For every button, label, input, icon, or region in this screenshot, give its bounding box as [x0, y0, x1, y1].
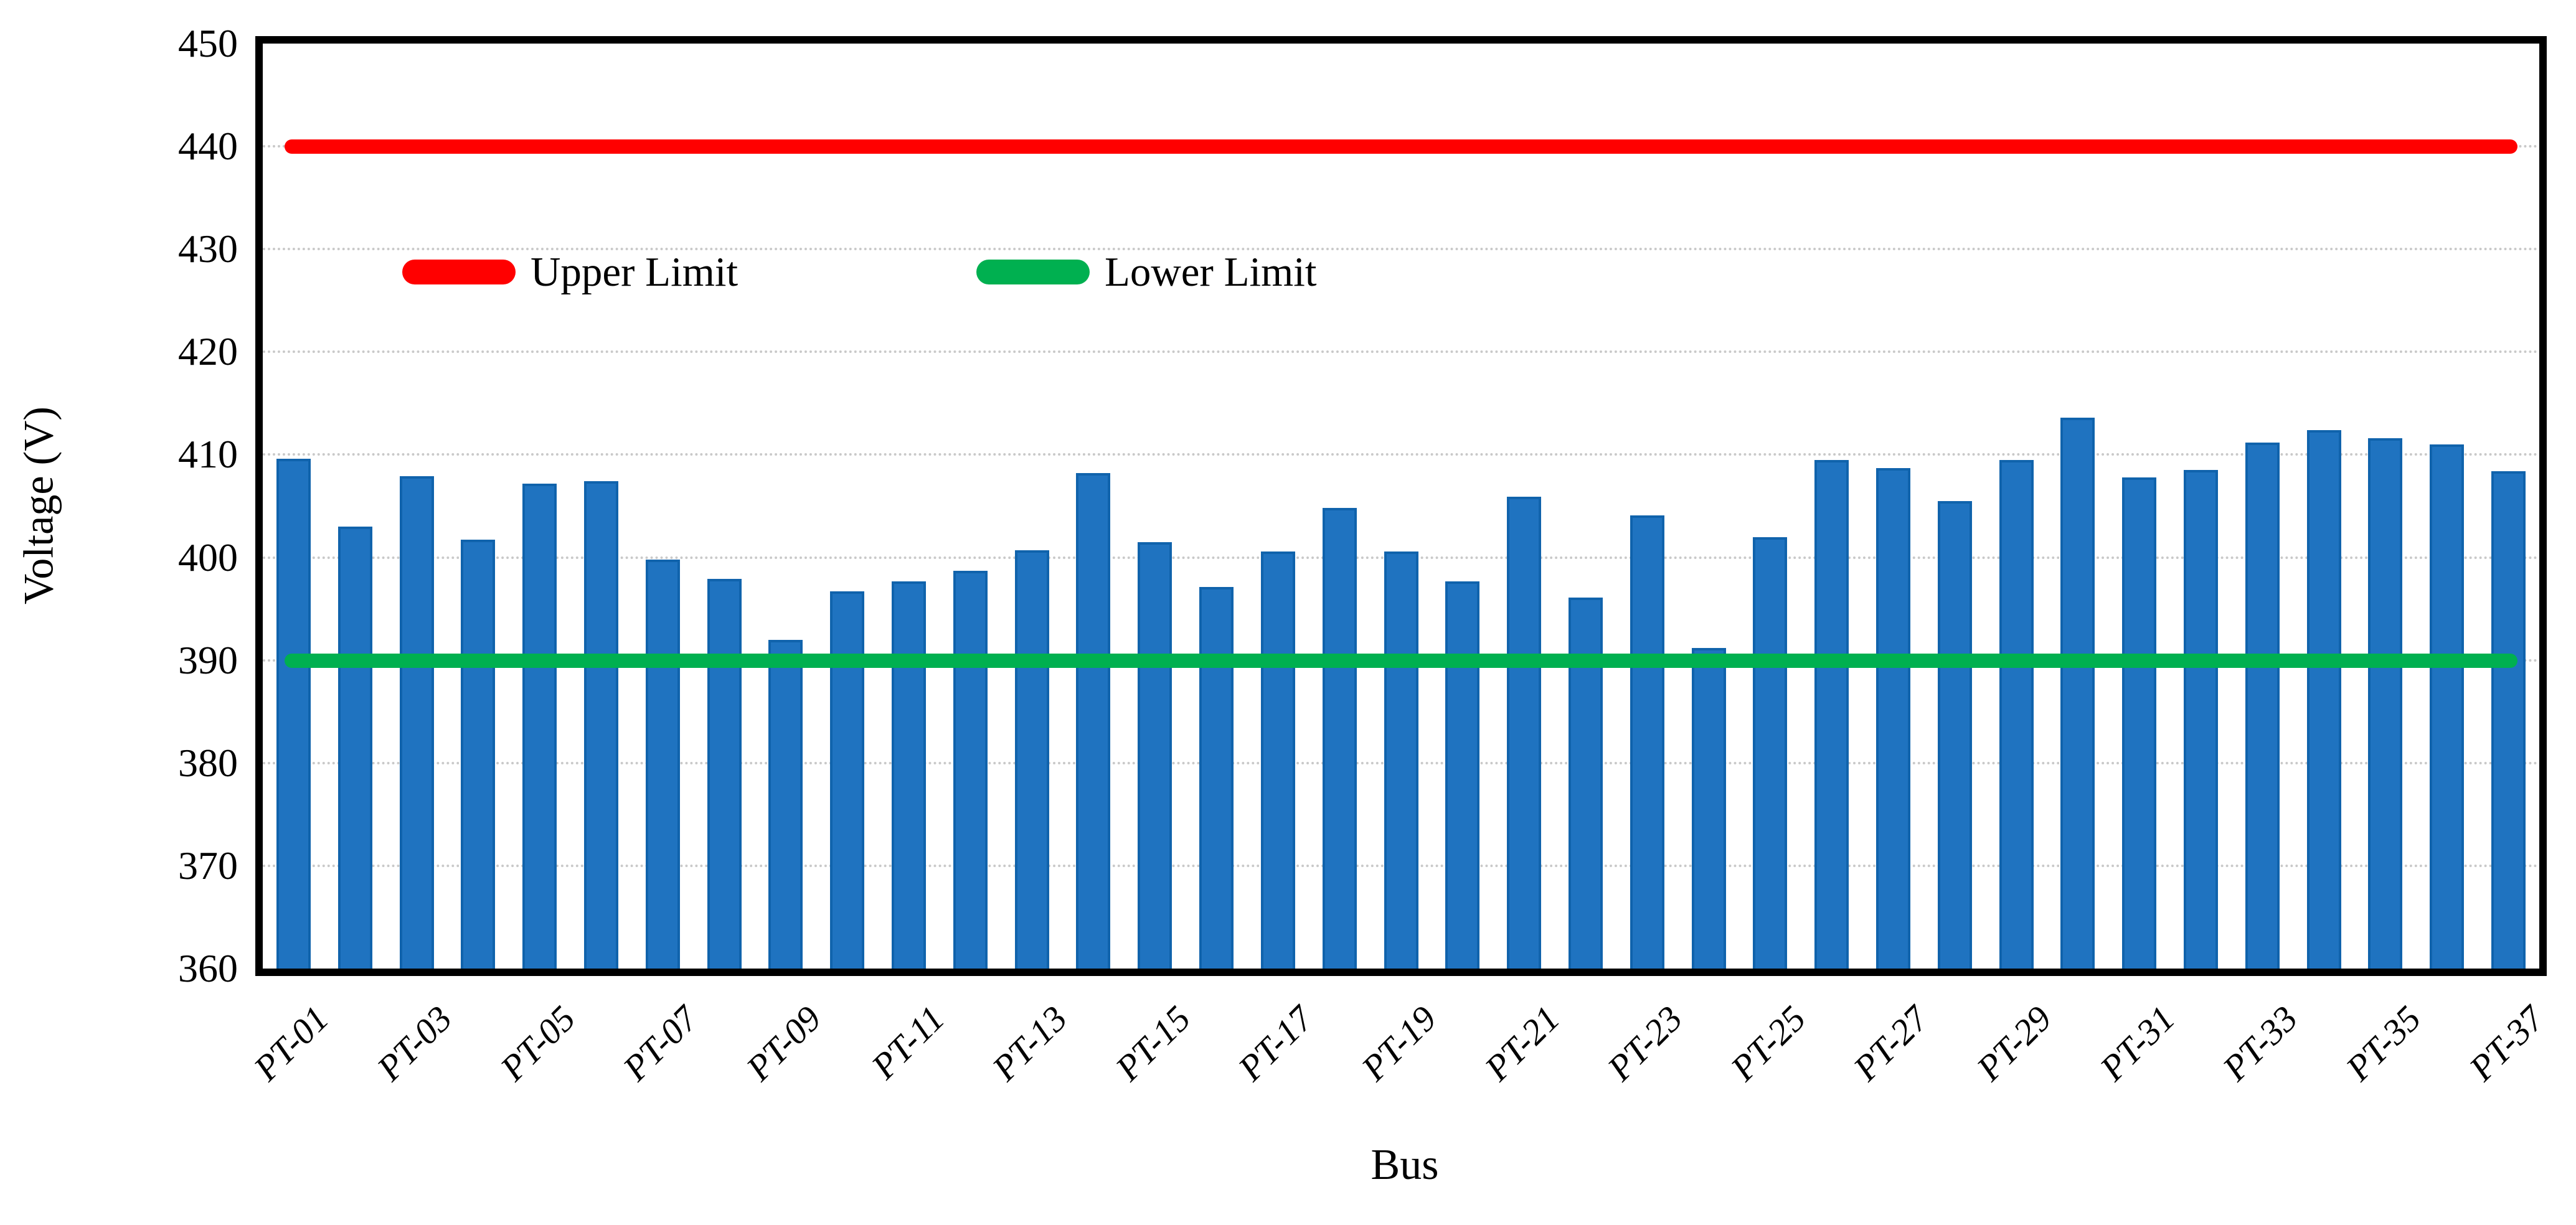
y-tick-label-370: 370 — [178, 843, 238, 888]
y-tick-label-420: 420 — [178, 329, 238, 374]
bar-PT-30 — [2060, 418, 2095, 969]
y-tick-label-410: 410 — [178, 432, 238, 477]
x-tick-label-PT-25: PT-25 — [1722, 998, 1814, 1089]
bar-PT-31 — [2122, 477, 2157, 969]
bar-PT-18 — [1322, 508, 1357, 969]
legend-item-lower-limit: Lower Limit — [976, 244, 1317, 300]
bar-PT-03 — [399, 476, 434, 969]
bar-PT-36 — [2430, 444, 2465, 969]
x-tick-label-PT-11: PT-11 — [863, 998, 952, 1087]
bar-PT-17 — [1260, 551, 1295, 969]
bar-PT-19 — [1384, 551, 1418, 969]
gridline-420 — [263, 350, 2539, 354]
bar-PT-06 — [583, 481, 618, 969]
y-tick-label-400: 400 — [178, 535, 238, 580]
bar-PT-34 — [2306, 429, 2341, 969]
y-tick-label-360: 360 — [178, 946, 238, 990]
lower-limit-line — [285, 653, 2517, 668]
x-axis-title: Bus — [1371, 1141, 1439, 1189]
bar-PT-09 — [768, 639, 803, 969]
bar-PT-32 — [2184, 470, 2219, 969]
x-tick-label-PT-07: PT-07 — [615, 998, 706, 1089]
bar-PT-27 — [1875, 467, 1910, 969]
x-tick-label-PT-09: PT-09 — [738, 998, 829, 1089]
bar-PT-25 — [1753, 537, 1788, 969]
bar-PT-33 — [2245, 442, 2280, 969]
x-tick-label-PT-05: PT-05 — [492, 998, 583, 1089]
x-tick-label-PT-19: PT-19 — [1353, 998, 1445, 1089]
upper-limit-line — [285, 139, 2517, 154]
y-tick-label-430: 430 — [178, 227, 238, 271]
bar-PT-35 — [2368, 438, 2403, 969]
x-tick-label-PT-31: PT-31 — [2092, 998, 2182, 1089]
x-tick-label-PT-15: PT-15 — [1107, 998, 1199, 1089]
bar-PT-01 — [276, 459, 311, 969]
x-tick-label-PT-33: PT-33 — [2215, 998, 2306, 1089]
bar-PT-14 — [1076, 473, 1111, 969]
x-tick-label-PT-13: PT-13 — [984, 998, 1075, 1089]
bar-PT-23 — [1630, 515, 1664, 969]
bar-PT-04 — [461, 540, 496, 969]
x-tick-label-PT-03: PT-03 — [369, 998, 460, 1089]
gridline-430 — [263, 248, 2539, 251]
gridline-410 — [263, 453, 2539, 456]
bar-PT-05 — [522, 483, 557, 969]
x-tick-label-PT-27: PT-27 — [1846, 998, 1937, 1089]
bar-PT-24 — [1691, 647, 1726, 969]
legend-label-lower-limit: Lower Limit — [1105, 249, 1317, 295]
x-tick-label-PT-37: PT-37 — [2461, 998, 2552, 1089]
plot-area: Upper Limit Lower Limit — [263, 44, 2539, 969]
x-tick-label-PT-01: PT-01 — [246, 998, 337, 1089]
bar-PT-08 — [707, 579, 742, 969]
y-tick-label-390: 390 — [178, 637, 238, 682]
bar-PT-16 — [1199, 587, 1234, 969]
bar-PT-13 — [1014, 550, 1049, 969]
lower-limit-legend-swatch-icon — [976, 260, 1090, 284]
x-tick-label-PT-29: PT-29 — [1968, 998, 2060, 1089]
bar-PT-28 — [1937, 500, 1972, 969]
y-tick-label-440: 440 — [178, 124, 238, 169]
legend-label-upper-limit: Upper Limit — [531, 249, 738, 295]
y-tick-label-450: 450 — [178, 21, 238, 65]
bar-PT-29 — [1999, 459, 2034, 969]
bar-PT-02 — [337, 527, 372, 969]
legend-item-upper-limit: Upper Limit — [402, 244, 738, 300]
x-tick-label-PT-17: PT-17 — [1230, 998, 1321, 1089]
bar-PT-07 — [645, 559, 680, 969]
bar-PT-21 — [1507, 497, 1542, 969]
bar-PT-11 — [892, 581, 926, 969]
bar-PT-10 — [830, 591, 865, 969]
upper-limit-legend-swatch-icon — [402, 260, 516, 284]
plot-area-frame: Upper Limit Lower Limit — [255, 36, 2547, 976]
bar-PT-15 — [1138, 542, 1172, 969]
y-tick-label-380: 380 — [178, 740, 238, 785]
bar-PT-37 — [2491, 471, 2526, 969]
bar-PT-26 — [1814, 459, 1849, 969]
bar-PT-20 — [1445, 581, 1480, 969]
x-tick-label-PT-21: PT-21 — [1476, 998, 1567, 1089]
x-tick-label-PT-23: PT-23 — [1600, 998, 1691, 1089]
bar-PT-12 — [953, 571, 988, 969]
x-tick-label-PT-35: PT-35 — [2338, 998, 2429, 1089]
